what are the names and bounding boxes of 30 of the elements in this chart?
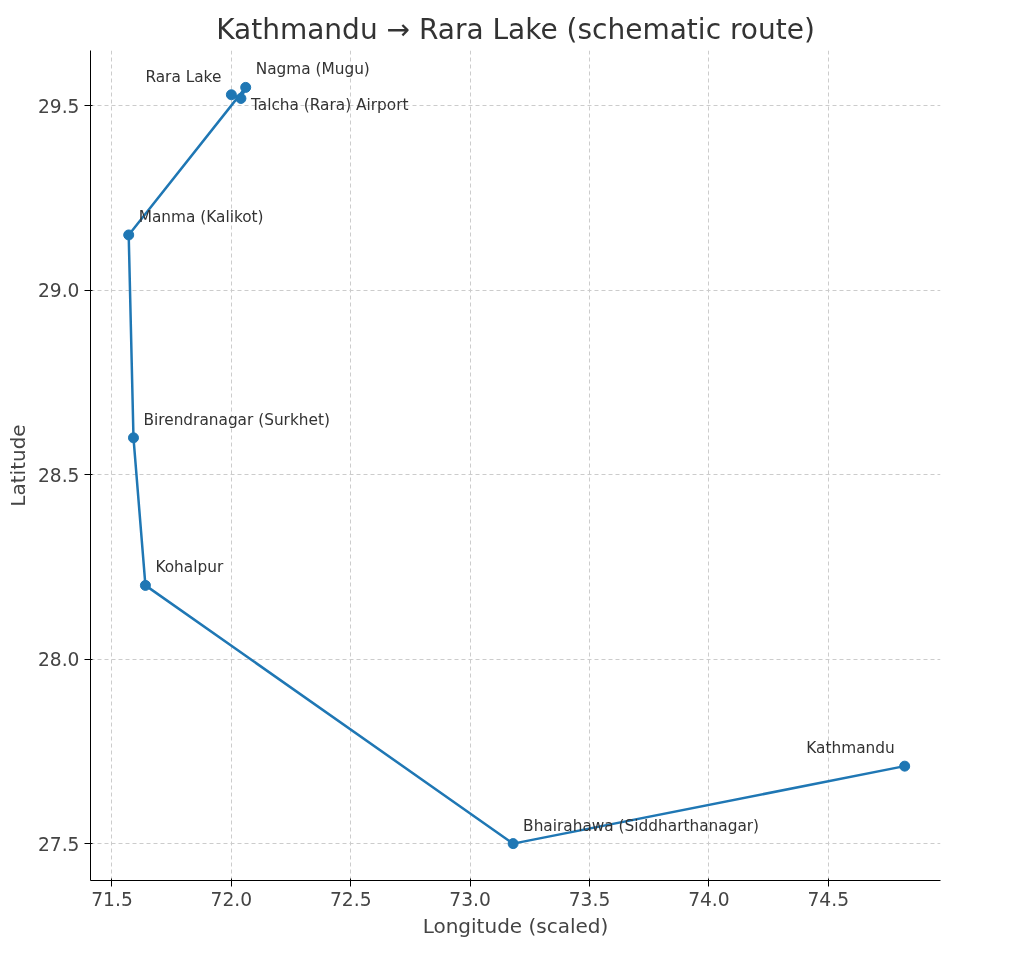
point	[123, 229, 135, 241]
x-axis-title: Longitude (scaled)	[422, 913, 609, 938]
point	[899, 760, 911, 772]
point	[240, 81, 252, 93]
annotation: Kohalpur	[155, 558, 224, 577]
annotation: Talcha (Rara) Airport	[249, 96, 409, 115]
x-tick-label: 72.0	[210, 888, 253, 910]
y-tick-label: 27.5	[37, 833, 80, 855]
x-tick-label: 74.5	[807, 888, 850, 910]
point	[139, 579, 151, 591]
x-tick-label: 74.0	[688, 888, 730, 910]
point	[507, 838, 519, 850]
point	[127, 432, 139, 444]
y-tick-label: 29.0	[37, 280, 80, 302]
x-tick-label: 72.5	[329, 888, 372, 910]
annotation: Kathmandu	[806, 739, 895, 758]
y-tick-label: 29.5	[37, 95, 80, 117]
annotation: Bhairahawa (Siddharthanagar)	[523, 816, 760, 835]
chart-title: Kathmandu → Rara Lake (schematic route)	[216, 12, 815, 46]
annotation: Rara Lake	[145, 67, 222, 86]
point	[235, 92, 247, 104]
x-tick-label: 73.0	[449, 888, 491, 910]
x-tick-label: 71.5	[91, 888, 133, 910]
annotation: Nagma (Mugu)	[255, 60, 370, 79]
y-tick-label: 28.0	[37, 649, 80, 671]
annotation: Birendranagar (Surkhet)	[143, 410, 330, 429]
y-tick-label: 28.5	[37, 464, 80, 486]
y-axis-title: Latitude	[5, 424, 30, 507]
x-tick-label: 73.5	[568, 888, 611, 910]
point	[225, 89, 237, 101]
